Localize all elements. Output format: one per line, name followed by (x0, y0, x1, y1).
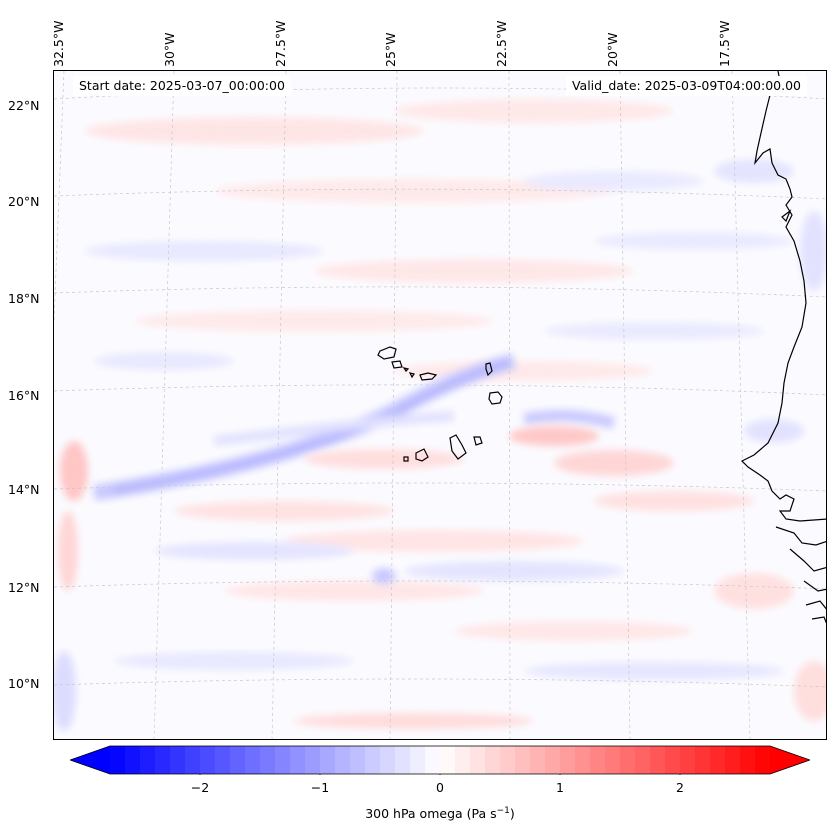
colorbar-cell (230, 746, 246, 774)
latitude-label: 22°N (8, 98, 40, 113)
colorbar-cell (275, 746, 291, 774)
colorbar-cell (215, 746, 231, 774)
latitude-label: 20°N (8, 194, 40, 209)
colorbar-cell (635, 746, 651, 774)
colorbar-cell (500, 746, 516, 774)
latitude-label: 12°N (8, 580, 40, 595)
colorbar-tick-label: 2 (676, 780, 684, 795)
colorbar-cell (170, 746, 186, 774)
latitude-label: 16°N (8, 388, 40, 403)
colorbar-cell (440, 746, 456, 774)
colorbar-cell (695, 746, 711, 774)
colorbar (70, 745, 810, 775)
colorbar-cell (740, 746, 756, 774)
longitude-label: 17.5°W (717, 20, 732, 67)
latitude-label: 14°N (8, 482, 40, 497)
longitude-label: 27.5°W (273, 20, 288, 67)
colorbar-cell (680, 746, 696, 774)
colorbar-cell (710, 746, 726, 774)
colorbar-cell (650, 746, 666, 774)
colorbar-cell (590, 746, 606, 774)
colorbar-cell (665, 746, 681, 774)
colorbar-cell (185, 746, 201, 774)
colorbar-tick-label: −2 (190, 780, 210, 795)
longitude-label: 25°W (383, 32, 398, 67)
colorbar-cell (515, 746, 531, 774)
colorbar-cell (605, 746, 621, 774)
colorbar-max-extend (770, 746, 810, 774)
map-panel (53, 70, 827, 740)
longitude-label: 32.5°W (51, 20, 66, 67)
omega-field (54, 71, 826, 739)
colorbar-cell (365, 746, 381, 774)
graticule (54, 71, 826, 739)
colorbar-cell (335, 746, 351, 774)
colorbar-cell (485, 746, 501, 774)
colorbar-tick-label: 1 (556, 780, 564, 795)
colorbar-tick-label: 0 (436, 780, 444, 795)
longitude-label: 22.5°W (494, 20, 509, 67)
colorbar-cell (530, 746, 546, 774)
colorbar-cell (755, 746, 771, 774)
map-canvas (54, 71, 826, 739)
colorbar-cell (110, 746, 126, 774)
colorbar-cell (155, 746, 171, 774)
colorbar-cell (200, 746, 216, 774)
latitude-label: 10°N (8, 676, 40, 691)
colorbar-cell (260, 746, 276, 774)
colorbar-cell (125, 746, 141, 774)
colorbar-cell (350, 746, 366, 774)
colorbar-cell (620, 746, 636, 774)
colorbar-cell (140, 746, 156, 774)
colorbar-cell (545, 746, 561, 774)
colorbar-cell (725, 746, 741, 774)
colorbar-label: 300 hPa omega (Pa s−1) (365, 806, 515, 822)
colorbar-cell (575, 746, 591, 774)
colorbar-cell (470, 746, 486, 774)
colorbar-cell (380, 746, 396, 774)
valid-date-label: Valid_date: 2025-03-09T04:00:00.00 (565, 76, 807, 96)
latitude-label: 18°N (8, 291, 40, 306)
start-date-label: Start date: 2025-03-07_00:00:00 (73, 76, 291, 96)
colorbar-cell (425, 746, 441, 774)
longitude-label: 20°W (605, 32, 620, 67)
colorbar-tick-label: −1 (310, 780, 330, 795)
colorbar-cell (245, 746, 261, 774)
colorbar-cell (410, 746, 426, 774)
colorbar-cell (290, 746, 306, 774)
longitude-label: 30°W (162, 32, 177, 67)
colorbar-cell (455, 746, 471, 774)
colorbar-cell (395, 746, 411, 774)
colorbar-cell (320, 746, 336, 774)
colorbar-min-extend (70, 746, 110, 774)
colorbar-cell (560, 746, 576, 774)
colorbar-cell (305, 746, 321, 774)
